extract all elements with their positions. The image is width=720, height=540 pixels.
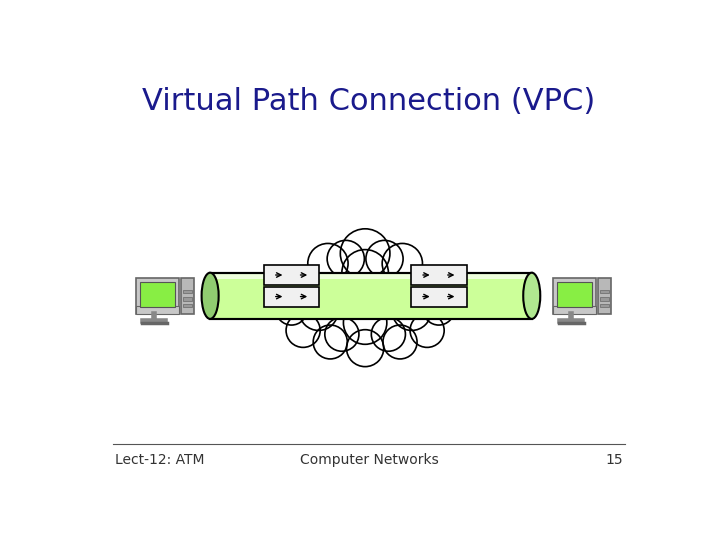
Bar [183,289,192,294]
Bar [600,303,609,307]
Text: Lect-12: ATM: Lect-12: ATM [114,453,204,467]
Bar [411,265,467,285]
Circle shape [286,267,320,301]
Circle shape [410,267,444,301]
Bar [181,278,194,314]
Circle shape [341,229,390,278]
Bar [136,306,179,314]
Circle shape [342,249,388,296]
Bar [598,278,611,314]
Bar [183,298,192,301]
Circle shape [307,244,348,284]
Circle shape [300,292,338,330]
Bar [183,303,192,307]
Bar [136,278,179,314]
Circle shape [392,292,431,330]
Bar [600,298,609,301]
Circle shape [372,318,405,351]
Bar [210,273,532,319]
Circle shape [327,240,364,278]
Circle shape [382,244,423,284]
Circle shape [410,314,444,347]
Circle shape [286,314,320,347]
Circle shape [423,294,454,325]
Circle shape [343,301,387,345]
Circle shape [366,240,403,278]
Bar [264,265,320,285]
Circle shape [325,318,359,351]
Bar [557,282,592,307]
Ellipse shape [523,273,540,319]
Bar [553,306,596,314]
Bar [553,278,596,314]
Circle shape [313,325,347,359]
Bar [210,273,532,319]
Ellipse shape [202,273,219,319]
Circle shape [383,325,417,359]
Bar [411,287,467,307]
Bar [264,287,320,307]
Circle shape [276,294,307,325]
Bar [140,282,175,307]
Circle shape [346,330,384,367]
Text: Computer Networks: Computer Networks [300,453,438,467]
Bar [600,289,609,294]
Text: Virtual Path Connection (VPC): Virtual Path Connection (VPC) [143,87,595,116]
Bar [210,273,532,279]
Text: 15: 15 [606,453,624,467]
